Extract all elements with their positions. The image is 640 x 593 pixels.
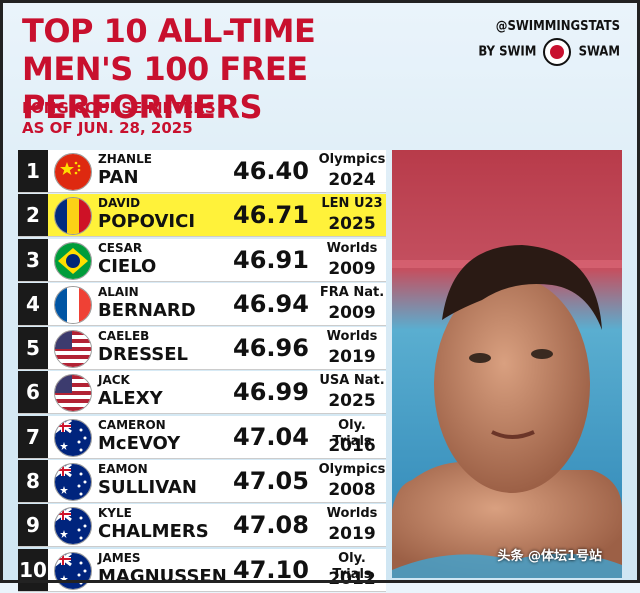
swimmer-photo: 头条 @体坛1号站 <box>392 150 622 578</box>
table-row: 9 KYLE CHALMERS 47.08 Worlds 2019 <box>18 504 386 548</box>
swim-time: 47.05 <box>233 467 309 496</box>
meet-name: Oly. Trials <box>332 550 372 582</box>
rank-number: 3 <box>18 238 48 281</box>
rank-number: 8 <box>18 460 48 503</box>
subtitle-line-1: LONG COURSE METERS <box>22 99 216 117</box>
swim-time: 46.99 <box>233 378 309 407</box>
swim-time: 46.71 <box>233 201 309 230</box>
first-name: JACK <box>98 373 130 388</box>
table-row: 10 JAMES MAGNUSSEN 47.10 Oly. Trials 2012 <box>18 548 386 592</box>
meet-year: 2009 <box>328 258 376 279</box>
meet-name: LEN U23 <box>321 196 383 212</box>
brand-by: BY SWIM <box>478 44 537 60</box>
swim-time: 46.91 <box>233 245 309 274</box>
aus-flag-icon <box>54 418 92 457</box>
last-name: SULLIVAN <box>98 477 197 499</box>
last-name: CHALMERS <box>98 521 209 543</box>
meet-name: Oly. Trials <box>332 417 372 449</box>
meet-year: 2025 <box>328 391 376 412</box>
last-name: McEVOY <box>98 432 181 454</box>
rank-number: 5 <box>18 327 48 370</box>
page-title: TOP 10 ALL-TIME MEN'S 100 FREE PERFORMER… <box>22 12 502 126</box>
first-name: ALAIN <box>98 284 139 299</box>
rou-flag-icon <box>54 197 92 236</box>
table-row: 5 CAELEB DRESSEL 46.96 Worlds 2019 <box>18 327 386 371</box>
meet-year: 2019 <box>328 524 376 545</box>
meet-year: 2008 <box>328 480 376 501</box>
table-row: 7 CAMERON McEVOY 47.04 Oly. Trials 2016 <box>18 415 386 459</box>
swimmer-image <box>392 150 622 578</box>
last-name: CIELO <box>98 255 157 277</box>
meet-name: Worlds <box>326 329 378 345</box>
meet-name: Olympics <box>318 462 386 478</box>
swim-time: 47.04 <box>233 422 309 451</box>
usa-flag-icon <box>54 374 92 413</box>
first-name: CAMERON <box>98 417 166 432</box>
meet-name: FRA Nat. <box>319 284 385 300</box>
first-name: ZHANLE <box>98 152 152 166</box>
title-line-2: MEN'S 100 FREE PERFORMERS <box>22 50 308 126</box>
fra-flag-icon <box>54 285 92 324</box>
swim-time: 47.10 <box>233 555 309 584</box>
rank-number: 4 <box>18 282 48 325</box>
table-row: 3 CESAR CIELO 46.91 Worlds 2009 <box>18 238 386 282</box>
first-name: CESAR <box>98 240 143 255</box>
usa-flag-icon <box>54 330 92 369</box>
meet-name: Olympics <box>318 152 386 167</box>
meet-year: 2012 <box>328 568 376 589</box>
first-name: JAMES <box>98 550 141 565</box>
chn-flag-icon <box>54 153 92 191</box>
table-row: 6 JACK ALEXY 46.99 USA Nat. 2025 <box>18 371 386 415</box>
last-name: PAN <box>98 167 139 188</box>
subtitle-line-2: AS OF JUN. 28, 2025 <box>22 119 193 137</box>
first-name: KYLE <box>98 506 132 521</box>
meet-year: 2009 <box>328 302 376 323</box>
aus-flag-icon <box>54 551 92 590</box>
brand-byline: BY SWIM SWAM <box>478 38 620 66</box>
swim-time: 46.96 <box>233 334 309 363</box>
swim-time: 46.94 <box>233 289 309 318</box>
table-row: 2 DAVID POPOVICI 46.71 LEN U23 2025 <box>18 194 386 238</box>
meet-year: 2024 <box>328 170 376 190</box>
swim-time: 46.40 <box>233 157 309 185</box>
rank-number: 9 <box>18 504 48 547</box>
rankings-table: 1 ZHANLE PAN 46.40 Olympics 2024 2 DAVID POPOVIC… <box>18 150 386 593</box>
brand-swam: SWAM <box>578 44 620 60</box>
last-name: BERNARD <box>98 299 196 321</box>
brand-handle: @SWIMMINGSTATS <box>495 19 620 34</box>
meet-year: 2019 <box>328 347 376 368</box>
brand: @SWIMMINGSTATS BY SWIM SWAM <box>478 16 620 66</box>
bra-flag-icon <box>54 241 92 280</box>
meet-name: USA Nat. <box>319 373 385 389</box>
last-name: ALEXY <box>98 388 163 410</box>
aus-flag-icon <box>54 463 92 502</box>
meet-year: 2016 <box>328 435 376 456</box>
table-row: 4 ALAIN BERNARD 46.94 FRA Nat. 2009 <box>18 282 386 326</box>
meet-name: Worlds <box>326 506 378 522</box>
aus-flag-icon <box>54 507 92 546</box>
rank-number: 6 <box>18 371 48 414</box>
rank-number: 2 <box>18 194 48 237</box>
table-row: 1 ZHANLE PAN 46.40 Olympics 2024 <box>18 150 386 193</box>
rank-number: 10 <box>18 548 48 591</box>
swimswam-logo-icon <box>543 38 572 66</box>
swim-time: 47.08 <box>233 511 309 540</box>
table-row: 8 EAMON SULLIVAN 47.05 Olympics 2008 <box>18 460 386 504</box>
last-name: MAGNUSSEN <box>98 565 227 587</box>
last-name: DRESSEL <box>98 344 188 366</box>
rank-number: 7 <box>18 415 48 458</box>
rank-number: 1 <box>18 150 48 192</box>
watermark: 头条 @体坛1号站 <box>497 549 602 564</box>
first-name: CAELEB <box>98 329 150 344</box>
first-name: DAVID <box>98 196 141 211</box>
meet-year: 2025 <box>328 214 376 235</box>
subtitle: LONG COURSE METERS AS OF JUN. 28, 2025 <box>22 98 216 138</box>
last-name: POPOVICI <box>98 211 196 233</box>
title-line-1: TOP 10 ALL-TIME <box>22 12 316 50</box>
meet-name: Worlds <box>326 240 378 256</box>
first-name: EAMON <box>98 462 148 477</box>
